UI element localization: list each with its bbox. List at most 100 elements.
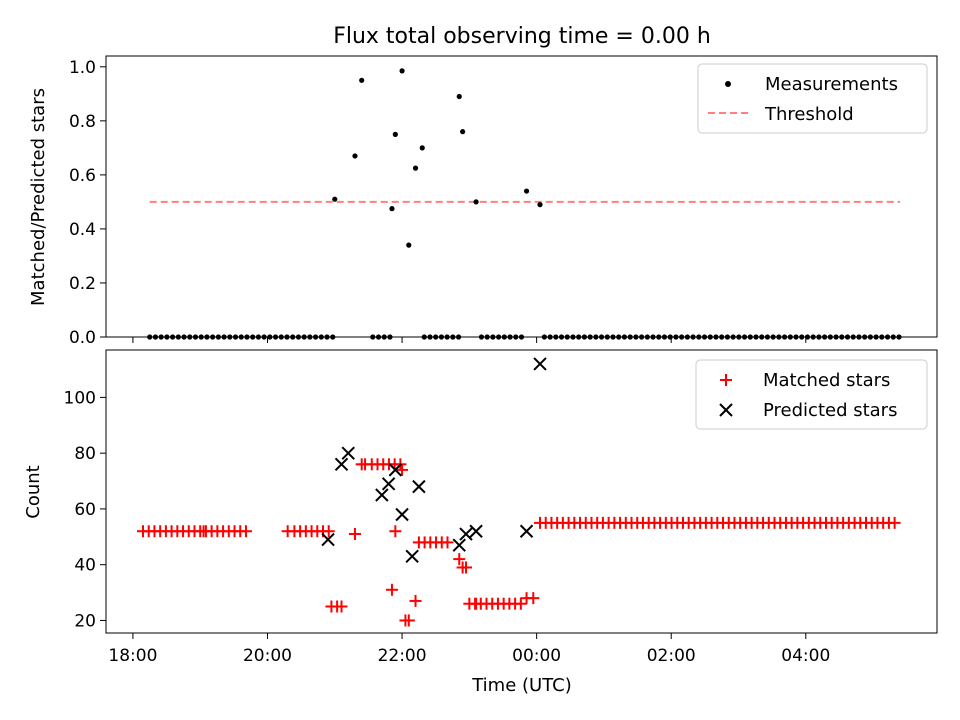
predicted-star-point-b (321, 532, 335, 547)
matched-star-point (409, 594, 422, 607)
measurement-point (541, 334, 547, 340)
measurement-point (332, 196, 338, 202)
measurement-point (412, 165, 419, 171)
measurement-point (537, 202, 543, 208)
matched-star-point (385, 583, 398, 596)
predicted-star-point-b (334, 457, 349, 472)
bottom-y-tick-label: 20 (74, 611, 96, 631)
predicted-star-point (452, 538, 466, 552)
measurement-point (564, 334, 570, 340)
predicted-star-point (519, 524, 534, 538)
measurement-point (844, 334, 851, 340)
measurement-point (307, 334, 313, 340)
bottom-y-axis-label: Count (23, 465, 44, 518)
measurement-point (192, 334, 199, 340)
measurement-point (147, 334, 153, 340)
top-y-tick-label: 0.2 (69, 274, 96, 294)
matched-star-point (396, 463, 409, 476)
measurement-point (833, 334, 839, 340)
measurement-point (661, 334, 668, 340)
measurement-point (460, 129, 466, 135)
measurement-point (890, 334, 896, 340)
measurement-point (478, 334, 485, 340)
measurement-point (399, 68, 405, 74)
measurement-point (816, 334, 822, 340)
measurement-point (387, 334, 393, 340)
measurement-point (787, 334, 793, 340)
measurement-point (473, 199, 479, 205)
measurement-point (318, 334, 324, 340)
measurement-point (593, 334, 599, 340)
measurement-point (523, 188, 530, 194)
measurement-point (873, 334, 879, 340)
predicted-star-point-b (452, 538, 466, 552)
matched-star-point (322, 525, 335, 538)
measurement-point (576, 334, 582, 340)
matched-star-point (514, 597, 527, 610)
measurement-point (359, 77, 365, 83)
measurement-point (238, 334, 244, 340)
measurement-point (301, 334, 307, 340)
measurement-point (810, 334, 816, 340)
bottom-legend-predicted-marker (719, 403, 733, 417)
matched-star-point (453, 553, 466, 566)
bottom-y-tick-label: 40 (74, 556, 96, 576)
predicted-star-point (381, 477, 396, 491)
measurement-point (290, 334, 296, 340)
predicted-star-point-b (469, 524, 483, 538)
matched-star-point (197, 525, 210, 538)
top-legend-box (697, 63, 928, 134)
measurement-point (896, 334, 902, 340)
predicted-star-point-b (341, 446, 355, 460)
measurement-point (822, 334, 828, 340)
measurement-point (673, 334, 679, 340)
bottom-legend-matched-label: Matched stars (763, 370, 890, 391)
measurement-point (513, 334, 519, 340)
measurement-point (713, 334, 719, 340)
x-axis-label: Time (UTC) (471, 675, 572, 696)
measurement-point (187, 334, 193, 340)
measurement-point (719, 334, 725, 340)
measurement-point (884, 334, 891, 340)
measurement-point (232, 334, 239, 340)
measurement-point (741, 334, 748, 340)
measurement-point (839, 334, 845, 340)
measurement-point (747, 334, 753, 340)
measurement-point (261, 334, 267, 340)
measurement-point (879, 334, 885, 340)
matched-star-point (359, 458, 372, 471)
measurement-point (793, 334, 799, 340)
measurement-point (764, 334, 771, 340)
measurement-point (804, 334, 811, 340)
top-y-tick-label: 0.4 (69, 220, 96, 240)
predicted-star-point (469, 524, 483, 538)
measurement-point (736, 334, 742, 340)
bottom-legend-matched-marker (720, 374, 732, 386)
measurement-point (621, 334, 628, 340)
measurement-point (644, 334, 650, 340)
measurement-point (444, 334, 450, 340)
measurement-point (352, 153, 358, 159)
measurement-point (375, 334, 382, 340)
chart-title: Flux total observing time = 0.00 h (333, 24, 711, 49)
predicted-star-point-b (388, 463, 403, 477)
bottom-x-tick-label: 00:00 (512, 646, 561, 666)
top-y-tick-label: 0.6 (69, 166, 96, 186)
measurement-point (255, 334, 262, 340)
predicted-star-point-b (519, 524, 534, 538)
matched-star-point (389, 525, 402, 538)
bottom-y-tick-label: 100 (64, 388, 96, 408)
bottom-x-tick-label: 18:00 (108, 646, 157, 666)
measurement-point (581, 334, 588, 340)
predicted-star-point (375, 488, 389, 502)
measurement-point (650, 334, 656, 340)
predicted-star-point (321, 532, 335, 547)
measurement-point (313, 334, 319, 340)
measurement-point (759, 334, 765, 340)
measurement-point (696, 334, 702, 340)
bottom-legend-box (695, 359, 928, 430)
measurement-point (421, 334, 427, 340)
measurement-point (690, 334, 696, 340)
predicted-star-point-b (405, 549, 419, 564)
predicted-star-point-b (375, 488, 389, 502)
